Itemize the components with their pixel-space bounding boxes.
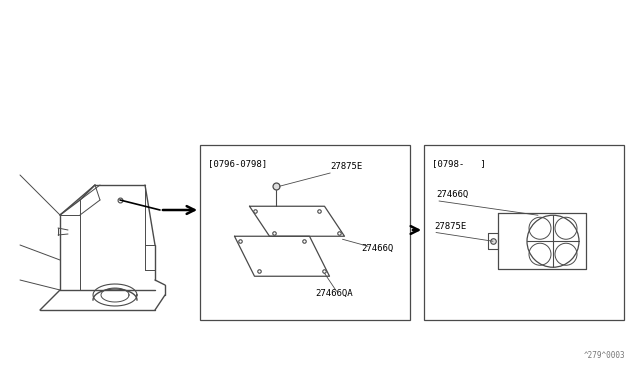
Text: ^279^0003: ^279^0003	[584, 351, 625, 360]
Text: 27875E: 27875E	[330, 162, 362, 171]
Text: 27466Q: 27466Q	[436, 190, 468, 199]
Text: 27466QA: 27466QA	[316, 289, 353, 298]
Text: [0796-0798]: [0796-0798]	[208, 159, 267, 168]
Bar	[200, 145, 410, 320]
Text: [0798-   ]: [0798- ]	[432, 159, 486, 168]
Bar	[424, 145, 624, 320]
Text: 27466Q: 27466Q	[362, 244, 394, 253]
Text: 27875E: 27875E	[434, 222, 467, 231]
